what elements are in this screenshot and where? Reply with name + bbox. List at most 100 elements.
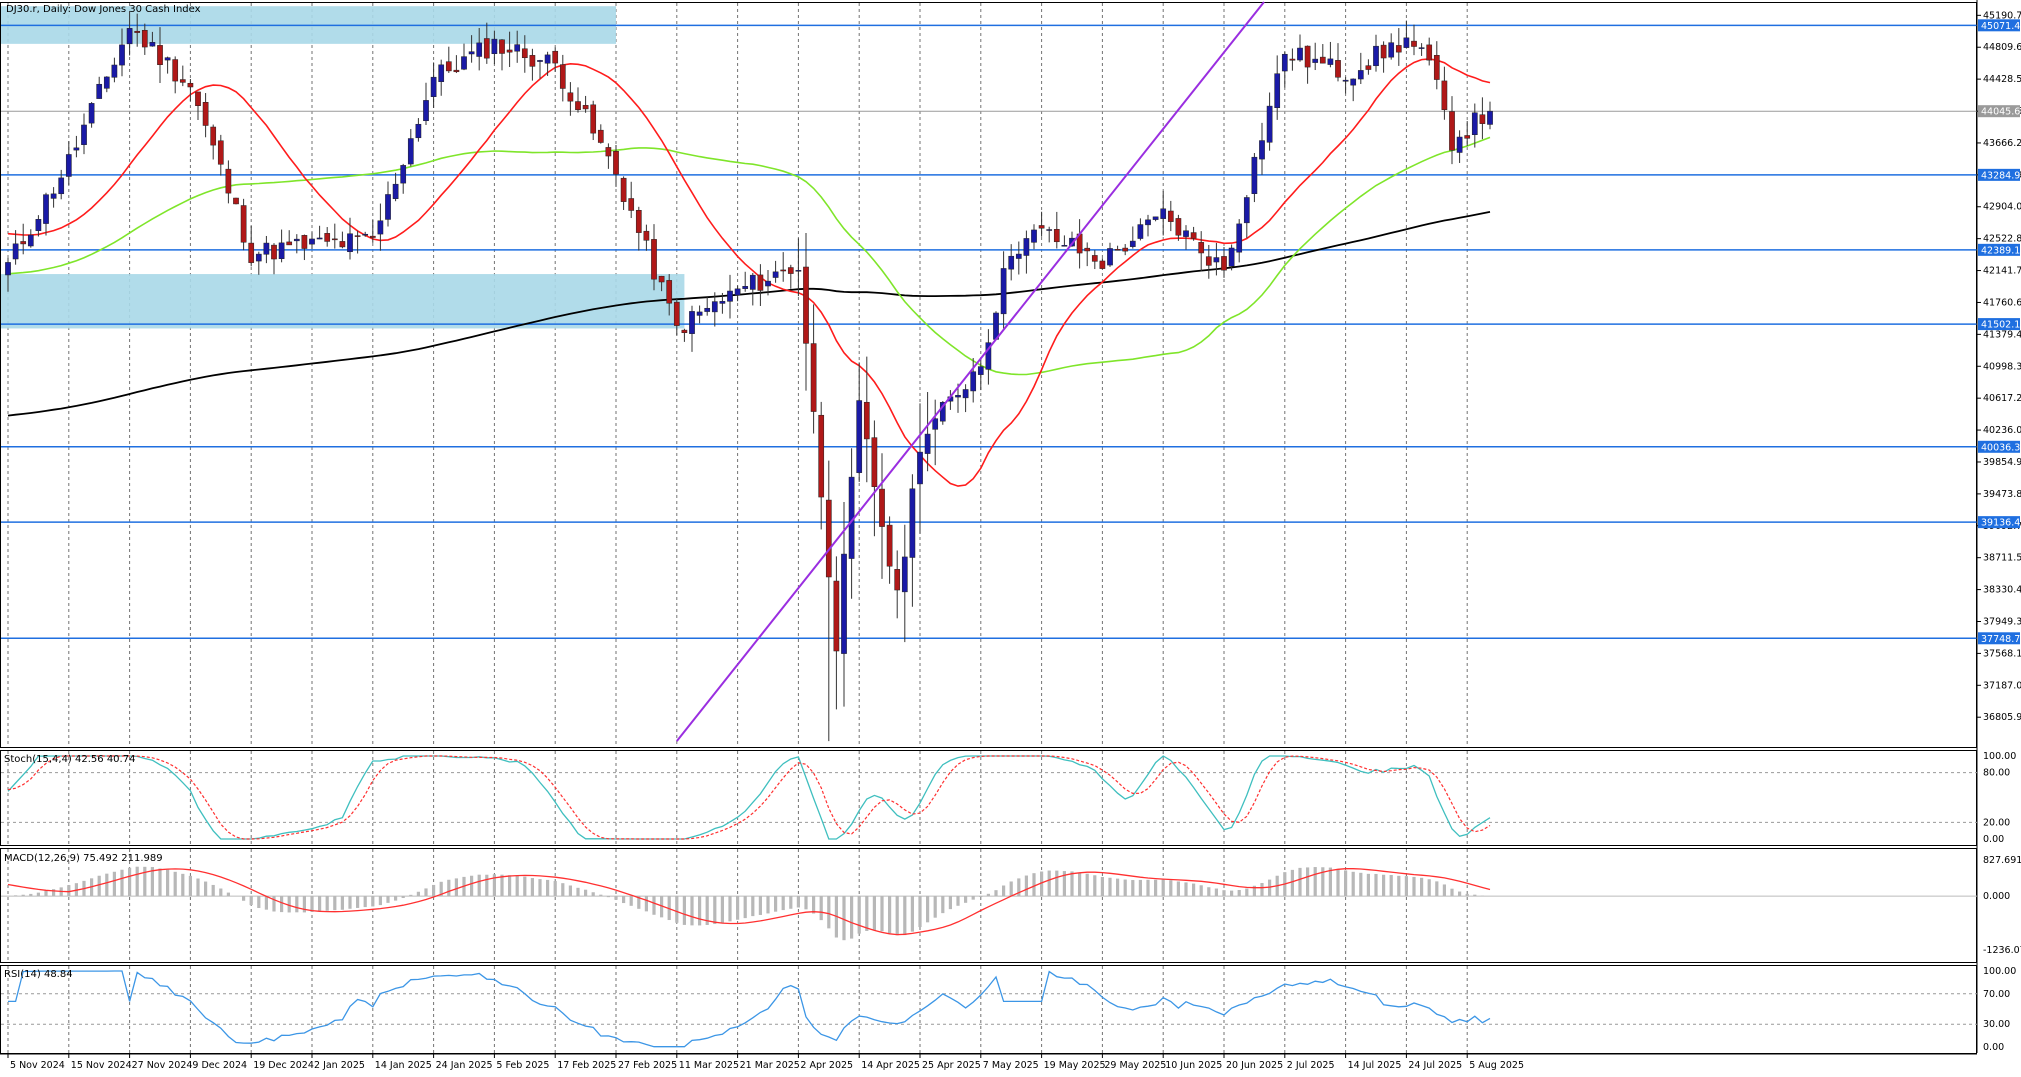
macd-histogram-bar: [538, 879, 541, 896]
macd-histogram-bar: [113, 872, 116, 896]
candle-body: [1001, 268, 1006, 313]
macd-histogram-bar: [371, 896, 374, 906]
candle-body: [1161, 209, 1166, 219]
candle-body: [188, 83, 193, 87]
candle-body: [1145, 220, 1150, 225]
macd-histogram-bar: [1238, 890, 1241, 896]
macd-histogram-bar: [22, 895, 25, 896]
candle-body: [127, 28, 132, 44]
candle-body: [667, 280, 672, 303]
candle-body: [1343, 80, 1348, 81]
macd-histogram-bar: [964, 896, 967, 903]
macd-histogram-bar: [766, 896, 769, 913]
candle-body: [233, 198, 238, 204]
candle-body: [1282, 54, 1287, 71]
price-tick-label: 38711.57: [1983, 553, 2021, 564]
candle-body: [864, 402, 869, 439]
macd-histogram-bar: [219, 889, 222, 897]
candle-body: [978, 367, 983, 375]
date-tick-label: 29 May 2025: [1104, 1060, 1166, 1071]
macd-histogram-bar: [782, 896, 785, 910]
candle-body: [796, 270, 801, 271]
candle-body: [249, 243, 254, 263]
macd-histogram-bar: [1298, 868, 1301, 896]
candle-body: [651, 239, 656, 279]
macd-histogram-bar: [1412, 877, 1415, 896]
candle-body: [522, 49, 527, 58]
macd-histogram-bar: [1435, 881, 1438, 896]
macd-histogram-bar: [1473, 895, 1476, 896]
candle-body: [674, 302, 679, 325]
candle-body: [287, 242, 292, 245]
date-tick-label: 2 Jan 2025: [314, 1060, 365, 1071]
macd-histogram-bar: [903, 896, 906, 935]
level-badge: 41502.19: [1981, 320, 2021, 331]
macd-histogram-bar: [432, 885, 435, 896]
stoch-tick-label: 20.00: [1983, 817, 2010, 828]
candle-body: [416, 124, 421, 138]
candle-body: [279, 243, 284, 259]
macd-histogram-bar: [1367, 874, 1370, 896]
macd-histogram-bar: [196, 878, 199, 896]
candle-body: [13, 244, 18, 259]
candle-body: [340, 241, 345, 247]
macd-histogram-bar: [554, 881, 557, 896]
macd-histogram-bar: [1268, 880, 1271, 897]
macd-histogram-bar: [873, 896, 876, 930]
macd-histogram-bar: [478, 875, 481, 896]
candle-body: [910, 489, 915, 558]
macd-histogram-bar: [1010, 881, 1013, 896]
candle-body: [1016, 254, 1021, 258]
candle-body: [1252, 157, 1257, 194]
macd-histogram-bar: [675, 896, 678, 923]
macd-histogram-bar: [1131, 880, 1134, 896]
candle-body: [575, 102, 580, 110]
macd-tick-label: 827.691: [1983, 855, 2021, 866]
macd-histogram-bar: [1390, 875, 1393, 896]
candle-body: [1449, 111, 1454, 150]
candle-body: [750, 275, 755, 289]
macd-histogram-bar: [1405, 876, 1408, 896]
macd-histogram-bar: [143, 867, 146, 896]
candle-body: [636, 210, 641, 232]
candle-body: [841, 554, 846, 654]
macd-histogram-bar: [417, 892, 420, 896]
candle-body: [811, 344, 816, 412]
date-tick-label: 27 Feb 2025: [618, 1060, 677, 1071]
macd-tick-label: 0.000: [1983, 891, 2010, 902]
macd-histogram-bar: [386, 896, 389, 903]
macd-histogram-bar: [751, 896, 754, 916]
candle-body: [135, 31, 140, 32]
macd-histogram-bar: [865, 896, 868, 931]
candle-body: [925, 434, 930, 454]
macd-histogram-bar: [158, 868, 161, 896]
macd-histogram-bar: [683, 896, 686, 925]
macd-histogram-bar: [880, 896, 883, 931]
macd-histogram-bar: [204, 882, 207, 897]
macd-histogram-bar: [1374, 874, 1377, 896]
macd-histogram-bar: [280, 896, 283, 912]
macd-histogram-bar: [318, 896, 321, 911]
candle-body: [21, 241, 26, 243]
candle-body: [74, 148, 79, 150]
macd-histogram-bar: [516, 876, 519, 897]
macd-histogram-bar: [576, 888, 579, 896]
candle-body: [1229, 248, 1234, 266]
price-tick-label: 39854.96: [1983, 457, 2021, 468]
candle-body: [439, 65, 444, 82]
date-tick-label: 5 Nov 2024: [10, 1060, 65, 1071]
macd-histogram-bar: [652, 896, 655, 915]
candle-body: [1054, 229, 1059, 241]
candle-body: [385, 194, 390, 219]
macd-histogram-bar: [1397, 876, 1400, 896]
macd-histogram-bar: [956, 896, 959, 906]
date-tick-label: 9 Dec 2024: [192, 1060, 247, 1071]
macd-histogram-bar: [1192, 884, 1195, 897]
macd-histogram-bar: [1230, 891, 1233, 896]
date-tick-label: 2 Jul 2025: [1287, 1060, 1335, 1071]
macd-histogram-bar: [1382, 875, 1385, 896]
date-tick-label: 20 Jun 2025: [1226, 1060, 1283, 1071]
candle-body: [545, 55, 550, 63]
macd-histogram-bar: [166, 870, 169, 896]
